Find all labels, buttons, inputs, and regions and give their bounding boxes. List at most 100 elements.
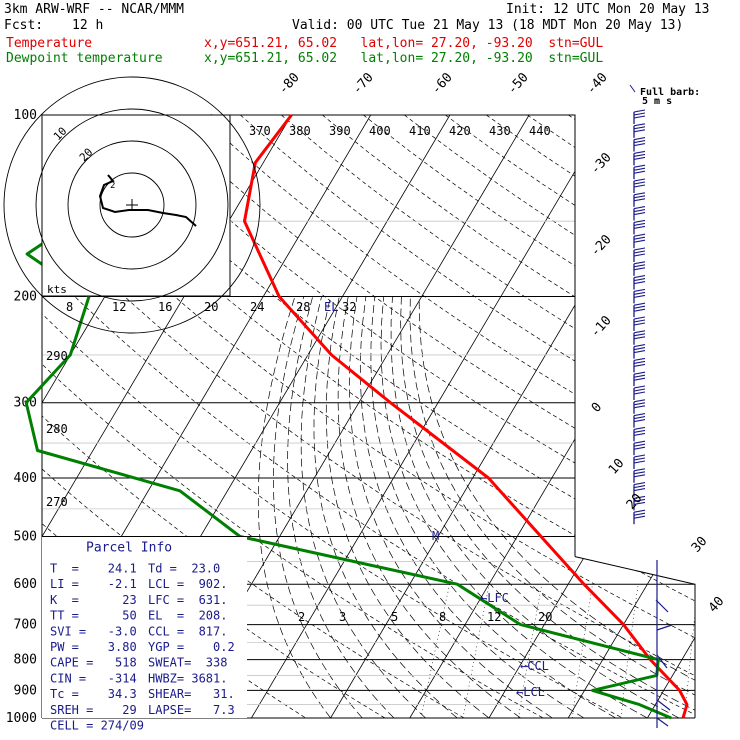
parcel-row-right: CCL = 817.	[148, 624, 227, 638]
wind-barb-low-flag	[656, 654, 668, 669]
dry-adiabat	[281, 115, 695, 718]
isotherm-label: -20	[588, 232, 615, 259]
moist-adiabat	[325, 296, 490, 718]
pressure-tick-label: 800	[14, 653, 37, 668]
wind-barb-flag	[633, 143, 646, 147]
parcel-row-left: K = 23	[50, 593, 137, 607]
wind-barb-flag	[633, 140, 646, 144]
forecast-label: Fcst:	[4, 18, 44, 33]
wind-barb-flag	[633, 509, 646, 513]
wind-barb-low-flag	[656, 624, 673, 631]
wind-barb-flag	[633, 446, 646, 450]
wind-barb-flag	[633, 495, 646, 499]
parcel-row-left: TT = 50	[50, 609, 137, 623]
hodograph-trace	[98, 174, 197, 227]
wind-barb-flag	[633, 247, 646, 251]
parcel-mark: M	[432, 529, 439, 543]
wind-barb-flag	[633, 347, 646, 351]
theta-label: 430	[489, 124, 511, 138]
legend-temperature: Temperature	[6, 36, 93, 51]
isotherm-label: -40	[584, 70, 611, 97]
parcel-row-right: Td = 23.0	[148, 561, 220, 575]
dewpoint-location: x,y=651.21, 65.02 lat,lon= 27.20, -93.20…	[204, 51, 604, 66]
pressure-tick-label: 700	[14, 618, 37, 633]
parcel-row-left: CAPE = 518	[50, 656, 137, 670]
wind-barb-flag	[633, 225, 646, 229]
wind-barb-flag	[633, 198, 646, 202]
mixing-ratio-label: 3	[339, 610, 346, 624]
mixing-ratio-label: 5	[391, 610, 398, 624]
moist-adiabat	[257, 296, 331, 718]
wind-barb-flag	[633, 350, 646, 354]
wind-barb-flag	[633, 399, 646, 403]
isotherm-label: -60	[429, 70, 456, 97]
dry-adiabat	[445, 115, 695, 718]
theta-label: 440	[529, 124, 551, 138]
plot-frame	[41, 114, 576, 718]
hodograph-ring-label: 24	[250, 300, 264, 314]
parcel-row-right: YGP = 0.2	[148, 640, 235, 654]
parcel-row-left: PW = 3.80	[50, 640, 137, 654]
wind-barb-flag	[633, 239, 646, 243]
wind-barb-flag	[633, 357, 646, 361]
wind-barb-flag	[633, 485, 646, 489]
barb-legend-staff	[629, 84, 636, 93]
barb-legend-label: Full barb:	[640, 87, 700, 98]
wind-barb-flag	[633, 457, 646, 461]
pressure-tick-label: 200	[14, 290, 37, 305]
dry-adiabat	[404, 115, 695, 718]
wind-barb-flag	[633, 512, 646, 516]
wind-barb-flag	[633, 250, 646, 254]
hodograph-ring-label: 28	[296, 300, 310, 314]
valid-time: Valid: 00 UTC Tue 21 May 13 (18 MDT Mon …	[292, 18, 684, 33]
theta-label: 390	[329, 124, 351, 138]
wind-barb-flag	[633, 330, 646, 334]
parcel-row-right: LAPSE= 7.3	[148, 703, 235, 717]
wind-barb-flag	[633, 129, 646, 133]
wind-barb-low-flag	[656, 717, 669, 727]
barb-legend-unit: 5 m s	[642, 96, 672, 107]
ccl-marker: ←CCL	[520, 659, 549, 673]
isotherm-line	[727, 115, 740, 718]
isotherm-line	[42, 115, 292, 718]
wind-barb-flag	[633, 233, 646, 237]
wind-barb-flag	[633, 294, 646, 298]
wind-barb-flag	[633, 374, 646, 378]
wind-barb-flag	[633, 377, 646, 381]
init-time: Init: 12 UTC Mon 20 May 13	[506, 2, 710, 17]
wind-barb-flag	[633, 170, 646, 174]
wind-barb-flag	[633, 454, 646, 458]
moist-adiabat	[370, 296, 616, 718]
dry-adiabat	[486, 115, 695, 718]
wind-barb-flag	[633, 184, 646, 188]
wind-barb-flag	[633, 212, 646, 216]
wind-barb-flag	[633, 278, 646, 282]
el-marker: EL	[324, 300, 338, 314]
wind-barb-flag	[633, 192, 646, 196]
isotherm-label: -80	[276, 70, 303, 97]
wind-barb-flag	[633, 253, 646, 257]
parcel-row-left: Tc = 34.3	[50, 687, 137, 701]
wind-barb-flag	[633, 405, 646, 409]
wind-barb-flag	[633, 388, 646, 392]
wind-barb-flag	[633, 443, 646, 447]
wind-barb-flag	[633, 416, 646, 420]
isotherm-line	[251, 115, 609, 718]
wind-barb-flag	[633, 308, 646, 312]
hodograph-ring	[3, 76, 261, 334]
hodograph-ring-label: 8	[66, 300, 73, 314]
plot-frame-edge	[574, 556, 696, 718]
moist-adiabat	[300, 296, 426, 718]
parcel-row-right: SHEAR= 31.	[148, 687, 235, 701]
wind-barb-flag	[633, 167, 646, 171]
parcel-row-left: LI = -2.1	[50, 577, 137, 591]
parcel-row-left: T = 24.1	[50, 561, 137, 575]
parcel-info-box: Parcel Info T = 24.1 Td = 23.0 LI = -2.1 LCL…	[42, 535, 247, 732]
wind-barb-flag	[633, 319, 646, 323]
pressure-tick-label: 500	[14, 529, 37, 544]
wind-barb-flag	[633, 267, 646, 271]
isotherm-label: -30	[588, 150, 615, 177]
wind-barb-flag	[633, 391, 646, 395]
wind-barb-flag	[633, 153, 646, 157]
parcel-box-bg	[42, 536, 247, 718]
